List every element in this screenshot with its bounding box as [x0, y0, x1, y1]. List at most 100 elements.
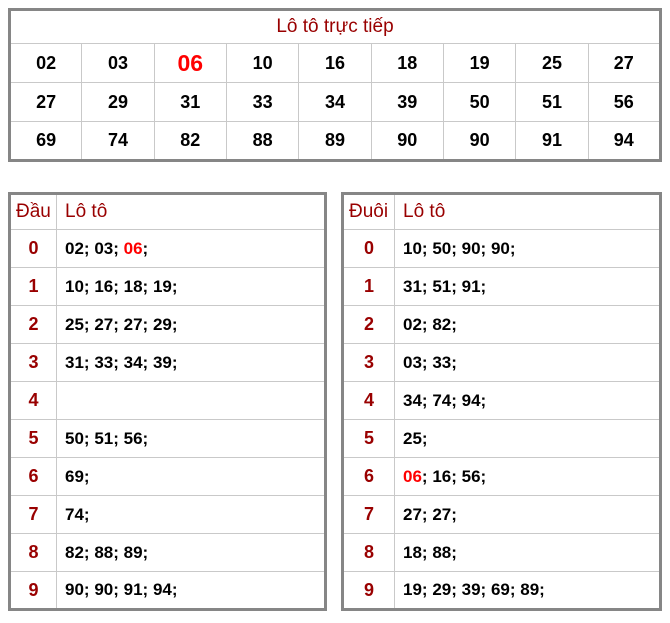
loto-number: 39: [461, 580, 481, 599]
loto-number: 27: [123, 314, 143, 334]
duoi-values: 03; 33;: [394, 343, 661, 382]
loto-number: 19: [152, 276, 172, 296]
duoi-row: 5 25;: [342, 419, 661, 458]
loto-number: 33: [94, 352, 114, 372]
loto-number: 27: [432, 504, 452, 524]
duoi-header-digit: Đuôi: [342, 193, 395, 230]
duoi-row: 6 06; 16; 56;: [342, 457, 661, 496]
loto-number: 19: [403, 580, 422, 599]
loto-number: 34: [403, 390, 422, 410]
duoi-row: 3 03; 33;: [342, 343, 661, 382]
duoi-row: 9 19; 29; 39; 69; 89;: [342, 571, 661, 610]
loto-number: 90: [94, 580, 114, 599]
loto-number: 82: [65, 542, 84, 562]
loto-number: 88: [432, 542, 452, 562]
live-table-title-row: Lô tô trực tiếp: [9, 9, 661, 44]
loto-number-cell: 89: [298, 121, 372, 161]
loto-number-cell: 90: [370, 121, 444, 161]
loto-number: 39: [152, 352, 172, 372]
duoi-row: 0 10; 50; 90; 90;: [342, 229, 661, 268]
loto-number-cell: 16: [298, 43, 372, 83]
loto-number: 16: [432, 466, 452, 486]
duoi-values: 02; 82;: [394, 305, 661, 344]
live-table-row: 02 03 06 10 16 18 19 25 27: [8, 43, 662, 83]
loto-number: 82: [432, 314, 452, 334]
dau-digit: 3: [9, 343, 57, 382]
loto-number: 25: [65, 314, 84, 334]
dau-digit: 8: [9, 533, 57, 572]
duoi-row: 8 18; 88;: [342, 533, 661, 572]
loto-number: 02: [403, 314, 422, 334]
loto-number-highlighted: 06: [123, 238, 143, 258]
loto-number: 74: [432, 390, 452, 410]
dau-values: 82; 88; 89;: [56, 533, 326, 572]
duoi-values: 27; 27;: [394, 495, 661, 534]
loto-number-cell: 74: [81, 121, 155, 161]
dau-digit: 6: [9, 457, 57, 496]
loto-number: 27: [403, 504, 422, 524]
loto-number: 56: [123, 428, 143, 448]
duoi-table-head: Đuôi Lô tô: [342, 193, 661, 230]
loto-number: 10: [403, 238, 422, 258]
dau-row: 0 02; 03; 06;: [9, 229, 326, 268]
dau-digit: 5: [9, 419, 57, 458]
loto-number-cell: 18: [370, 43, 444, 83]
dau-table-body: 0 02; 03; 06; 1 10; 16; 18; 19; 2 25; 27; 2…: [9, 229, 326, 610]
loto-number-cell: 33: [225, 82, 300, 122]
dau-row: 4: [9, 381, 326, 420]
loto-number: 74: [65, 504, 84, 524]
dau-digit: 7: [9, 495, 57, 534]
loto-number: 50: [432, 238, 452, 258]
dau-digit: 0: [9, 229, 57, 268]
dau-row: 1 10; 16; 18; 19;: [9, 267, 326, 306]
loto-number: 31: [403, 276, 422, 296]
loto-number-cell-highlighted: 06: [153, 43, 227, 83]
dau-values: 10; 16; 18; 19;: [56, 267, 326, 306]
loto-number-cell: 10: [225, 43, 300, 83]
loto-number-cell: 34: [298, 82, 372, 122]
loto-number: 18: [403, 542, 422, 562]
loto-number-cell: 56: [587, 82, 662, 122]
loto-number: 89: [520, 580, 540, 599]
duoi-values: 31; 51; 91;: [394, 267, 661, 306]
duoi-row: 2 02; 82;: [342, 305, 661, 344]
duoi-values: 10; 50; 90; 90;: [394, 229, 661, 268]
loto-number-highlighted: 06: [403, 466, 422, 486]
loto-number: 94: [152, 580, 172, 599]
loto-number: 31: [65, 352, 84, 372]
duoi-digit: 5: [342, 419, 395, 458]
loto-number-cell: 39: [370, 82, 444, 122]
dau-table: Đầu Lô tô 0 02; 03; 06; 1 10; 16; 18; 19; …: [8, 192, 327, 611]
loto-number-cell: 69: [8, 121, 83, 161]
dau-row: 5 50; 51; 56;: [9, 419, 326, 458]
loto-number: 25: [403, 428, 422, 448]
dau-digit: 1: [9, 267, 57, 306]
dau-values: 90; 90; 91; 94;: [56, 571, 326, 610]
loto-number-cell: 19: [442, 43, 517, 83]
duoi-values: 25;: [394, 419, 661, 458]
dau-header-digit: Đầu: [9, 193, 57, 230]
duoi-digit: 9: [342, 571, 395, 610]
loto-number: 10: [65, 276, 84, 296]
loto-number-cell: 29: [81, 82, 155, 122]
loto-number-cell: 27: [8, 82, 83, 122]
duoi-digit: 6: [342, 457, 395, 496]
dau-values: 74;: [56, 495, 326, 534]
loto-number-cell: 02: [8, 43, 83, 83]
loto-number: 33: [432, 352, 452, 372]
live-table-row: 27 29 31 33 34 39 50 51 56: [8, 82, 662, 122]
loto-number: 51: [432, 276, 452, 296]
dau-values: 69;: [56, 457, 326, 496]
loto-number: 29: [432, 580, 452, 599]
loto-number: 89: [123, 542, 143, 562]
duoi-table-body: 0 10; 50; 90; 90; 1 31; 51; 91; 2 02; 82; 3…: [342, 229, 661, 610]
duoi-digit: 8: [342, 533, 395, 572]
duoi-row: 7 27; 27;: [342, 495, 661, 534]
duoi-digit: 2: [342, 305, 395, 344]
duoi-digit: 3: [342, 343, 395, 382]
breakdown-tables: Đầu Lô tô 0 02; 03; 06; 1 10; 16; 18; 19; …: [8, 192, 662, 611]
dau-row: 9 90; 90; 91; 94;: [9, 571, 326, 610]
dau-table-head: Đầu Lô tô: [9, 193, 326, 230]
loto-number: 91: [461, 276, 481, 296]
